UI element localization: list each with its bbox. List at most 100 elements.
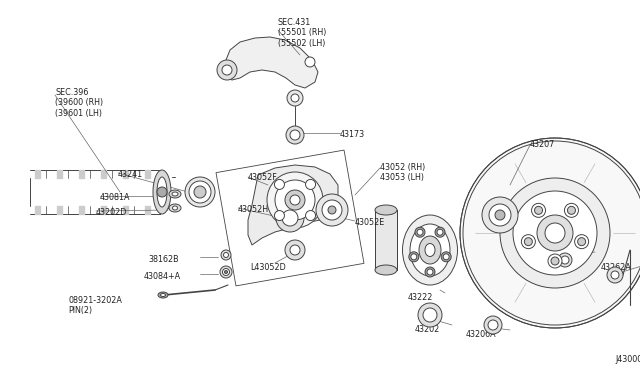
Circle shape (411, 254, 417, 260)
Circle shape (290, 245, 300, 255)
Text: 43173: 43173 (340, 130, 365, 139)
Circle shape (427, 269, 433, 275)
Circle shape (482, 197, 518, 233)
Text: 43052H: 43052H (238, 205, 269, 214)
Circle shape (513, 191, 597, 275)
Circle shape (489, 204, 511, 226)
Circle shape (607, 267, 623, 283)
Circle shape (275, 179, 284, 189)
Ellipse shape (158, 292, 168, 298)
Ellipse shape (225, 270, 227, 273)
Text: SEC.431
(55501 (RH)
(55502 (LH): SEC.431 (55501 (RH) (55502 (LH) (278, 18, 326, 48)
Polygon shape (224, 37, 318, 88)
Ellipse shape (169, 204, 181, 212)
Circle shape (460, 138, 640, 328)
Text: 43081A: 43081A (100, 193, 131, 202)
Circle shape (305, 179, 316, 189)
Ellipse shape (161, 294, 166, 296)
Text: 43207: 43207 (530, 140, 556, 149)
Circle shape (409, 252, 419, 262)
Ellipse shape (425, 244, 435, 257)
Text: 43241: 43241 (118, 170, 143, 179)
Text: 43202: 43202 (415, 325, 440, 334)
Circle shape (275, 211, 284, 221)
Circle shape (441, 252, 451, 262)
Ellipse shape (223, 253, 228, 257)
Circle shape (282, 210, 298, 226)
Text: 43210: 43210 (410, 262, 435, 271)
Circle shape (316, 194, 348, 226)
Circle shape (418, 303, 442, 327)
Ellipse shape (169, 190, 181, 198)
Circle shape (524, 238, 532, 246)
Circle shape (568, 206, 575, 214)
Circle shape (275, 180, 315, 220)
Circle shape (423, 308, 437, 322)
Circle shape (291, 94, 299, 102)
Circle shape (611, 271, 619, 279)
Circle shape (522, 235, 536, 248)
Circle shape (495, 210, 505, 220)
Text: 43052 (RH)
43053 (LH): 43052 (RH) 43053 (LH) (380, 163, 425, 182)
Polygon shape (248, 165, 338, 245)
Ellipse shape (194, 186, 206, 198)
Circle shape (443, 254, 449, 260)
Text: 08921-3202A
PIN(2): 08921-3202A PIN(2) (68, 296, 122, 315)
Circle shape (287, 90, 303, 106)
Ellipse shape (153, 170, 171, 214)
Circle shape (290, 195, 300, 205)
Text: 43052F: 43052F (248, 173, 278, 182)
Text: 43084: 43084 (552, 252, 577, 261)
Circle shape (551, 257, 559, 265)
Ellipse shape (223, 269, 230, 276)
Text: 43262A: 43262A (601, 263, 632, 272)
Circle shape (561, 256, 569, 264)
Ellipse shape (220, 266, 232, 278)
Circle shape (285, 240, 305, 260)
Circle shape (558, 253, 572, 267)
Circle shape (484, 316, 502, 334)
Text: 43052E: 43052E (355, 218, 385, 227)
Ellipse shape (173, 206, 177, 210)
Ellipse shape (157, 177, 167, 207)
Circle shape (305, 57, 315, 67)
Circle shape (415, 227, 425, 237)
Circle shape (425, 267, 435, 277)
Ellipse shape (172, 192, 178, 196)
Circle shape (548, 254, 562, 268)
Circle shape (157, 187, 167, 197)
Circle shape (276, 204, 304, 232)
Text: SEC.396
(39600 (RH)
(39601 (LH): SEC.396 (39600 (RH) (39601 (LH) (55, 88, 103, 118)
Circle shape (322, 200, 342, 220)
Ellipse shape (410, 224, 450, 276)
Circle shape (328, 206, 336, 214)
Circle shape (532, 203, 545, 217)
Circle shape (267, 172, 323, 228)
Text: 43206A: 43206A (466, 330, 497, 339)
Circle shape (545, 223, 565, 243)
Circle shape (488, 320, 498, 330)
Ellipse shape (185, 177, 215, 207)
Circle shape (575, 235, 589, 248)
Circle shape (564, 203, 579, 217)
Circle shape (534, 206, 543, 214)
Circle shape (437, 229, 443, 235)
Circle shape (285, 190, 305, 210)
Circle shape (286, 126, 304, 144)
Circle shape (500, 178, 610, 288)
Text: J43000-2: J43000-2 (615, 355, 640, 364)
Polygon shape (216, 150, 364, 286)
Circle shape (305, 211, 316, 221)
Text: 38162B: 38162B (148, 255, 179, 264)
Text: 43084+A: 43084+A (144, 272, 181, 281)
Ellipse shape (403, 215, 458, 285)
Ellipse shape (221, 250, 231, 260)
Ellipse shape (189, 181, 211, 203)
Text: L43052D: L43052D (250, 263, 285, 272)
Circle shape (217, 60, 237, 80)
Text: 43222: 43222 (408, 293, 433, 302)
Ellipse shape (375, 205, 397, 215)
Bar (375, 210, 397, 270)
Circle shape (537, 215, 573, 251)
Circle shape (578, 238, 586, 246)
